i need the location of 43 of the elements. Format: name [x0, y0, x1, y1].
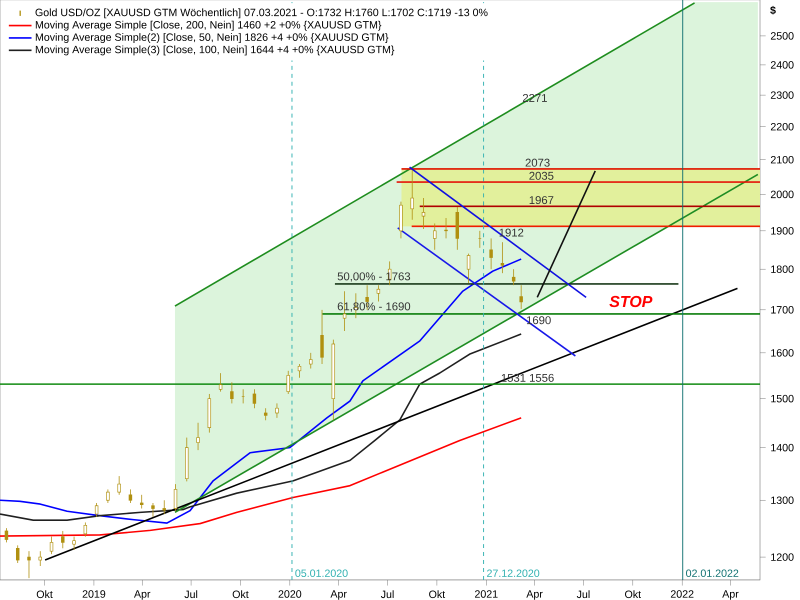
y-tick-label: 1200 [771, 553, 794, 561]
annotation: 1690 [526, 316, 551, 324]
x-tick-label: Jul [576, 590, 590, 598]
legend-label: Gold USD/OZ [XAUUSD GTM Wöchentlich] 07.03.2021 - O:1732 H:1760 L:1702 C:1719 -13 0% [36, 8, 488, 18]
legend-label: Moving Average Simple(3) [Close, 100, Nein] 1644 +4 +0% {XAUUSD GTM} [36, 45, 394, 56]
x-tick-label: Apr [134, 590, 150, 600]
legend-label: Moving Average Simple [Close, 200, Nein] 1460 +2 +0% {XAUUSD GTM} [36, 20, 382, 31]
x-tick-label: 2019 [82, 590, 106, 598]
y-tick-label: 1500 [771, 394, 794, 402]
x-tick-label: Apr [722, 590, 739, 600]
y-tick-label: 1700 [771, 306, 794, 314]
x-tick-label: 2022 [670, 590, 694, 598]
ref-line-label: 27.12.2020 [487, 569, 540, 578]
x-tick-label: 2021 [475, 590, 498, 598]
y-tick-label: 2300 [770, 91, 794, 99]
y-tick-label: 1900 [771, 227, 794, 235]
y-axis-title: $ [770, 6, 776, 15]
annotation: 2073 [526, 158, 550, 167]
x-tick-label: Apr [330, 590, 347, 600]
annotation: 1967 [530, 196, 554, 204]
y-tick-label: 2200 [770, 122, 794, 130]
y-tick-label: 1600 [771, 349, 794, 357]
x-tick-label: 2020 [278, 590, 302, 598]
legend-label: Moving Average Simple(2) [Close, 50, Nein] 1826 +4 +0% {XAUUSD GTM} [36, 33, 388, 44]
x-tick-label: Okt [625, 590, 641, 598]
y-tick-label: 1800 [771, 265, 794, 273]
x-tick-label: Apr [526, 590, 543, 600]
x-tick-label: Jul [380, 590, 394, 598]
x-tick-label: Okt [232, 590, 249, 598]
ref-line-label: 05.01.2020 [295, 569, 348, 578]
x-tick-label: Okt [429, 590, 446, 598]
x-tick-label: Jul [184, 590, 198, 598]
y-tick-label: 2500 [770, 32, 794, 40]
y-tick-label: 1300 [771, 496, 794, 504]
annotation: 2035 [529, 172, 554, 180]
ref-line-label: 02.01.2022 [686, 569, 738, 578]
annotation: 1912 [500, 228, 524, 237]
annotation: STOP [609, 296, 652, 308]
y-tick-label: 2000 [770, 190, 794, 198]
y-tick-label: 2100 [770, 156, 794, 164]
y-tick-label: 1400 [771, 444, 794, 452]
y-tick-label: 2400 [770, 61, 794, 69]
x-tick-label: Okt [36, 590, 53, 598]
